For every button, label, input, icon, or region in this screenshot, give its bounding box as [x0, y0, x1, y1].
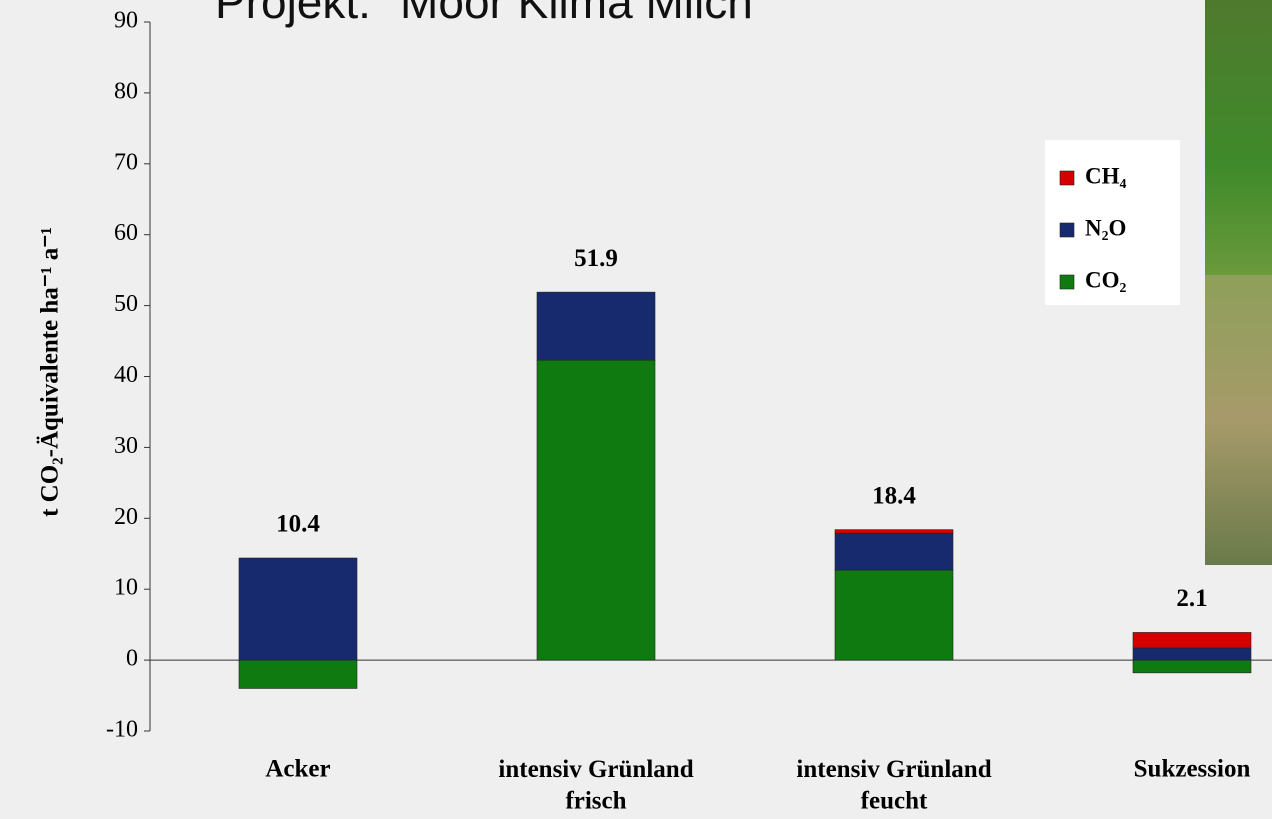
y-tick-label: -10: [106, 717, 138, 743]
legend-swatch: [1059, 274, 1075, 290]
legend-swatch: [1059, 170, 1075, 186]
bar-segment: [1132, 659, 1252, 674]
bar-segment: [536, 291, 656, 361]
y-tick-label: 80: [114, 78, 138, 104]
x-tick-label: intensiv Grünland feucht: [796, 756, 991, 814]
legend-label: N₂O: [1085, 215, 1126, 240]
y-tick-label: 10: [114, 575, 138, 601]
y-tick-label: 30: [114, 433, 138, 459]
legend-label: CO₂: [1085, 267, 1127, 292]
y-tick-label: 60: [114, 220, 138, 246]
total-label: 18.4: [872, 482, 916, 509]
bar-segment: [1132, 632, 1252, 649]
total-label: 2.1: [1176, 585, 1207, 612]
x-tick-label: Sukzession: [1134, 756, 1251, 783]
y-tick-label: 40: [114, 362, 138, 388]
y-tick-label: 90: [114, 8, 138, 34]
bar-segment: [834, 532, 954, 571]
y-tick-label: 0: [126, 646, 138, 672]
bar-segment: [1132, 647, 1252, 661]
total-label: 51.9: [574, 245, 618, 272]
y-tick-label: 50: [114, 291, 138, 317]
total-label: 10.4: [276, 511, 320, 538]
bar-segment: [238, 659, 358, 689]
legend-swatch: [1059, 222, 1075, 238]
x-tick-label: Acker: [265, 756, 330, 783]
bar-segment: [536, 359, 656, 661]
y-axis-label: t CO₂-Äquivalente ha⁻¹ a⁻¹: [37, 227, 64, 517]
bar-segment: [834, 529, 954, 534]
photo-bottom: [1205, 275, 1272, 565]
bar-segment: [238, 557, 358, 661]
y-tick-label: 70: [114, 149, 138, 175]
chart-title: Projekt: "Moor Klima Milch": [215, 0, 769, 28]
legend-label: CH₄: [1085, 163, 1127, 188]
bar-segment: [834, 569, 954, 661]
x-tick-label: intensiv Grünland frisch: [498, 756, 693, 814]
y-tick-label: 20: [114, 504, 138, 530]
photo-top: [1205, 0, 1272, 275]
